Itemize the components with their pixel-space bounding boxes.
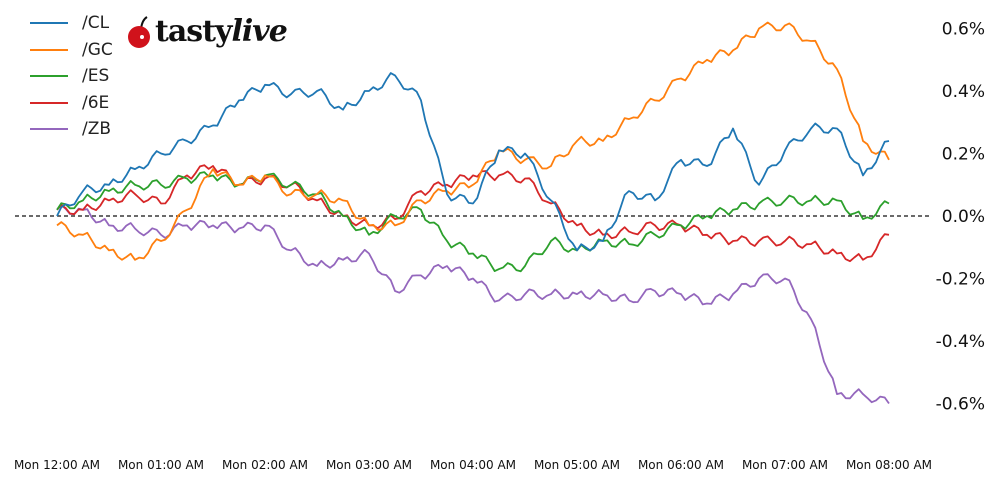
- legend-label: /ES: [82, 66, 110, 87]
- x-tick-label: Mon 08:00 AM: [846, 458, 932, 472]
- series-line-es: [56, 171, 890, 273]
- x-tick-label: Mon 01:00 AM: [118, 458, 204, 472]
- series-line-zb: [56, 203, 890, 405]
- legend-item: /6E: [30, 90, 113, 117]
- legend-item: /GC: [30, 37, 113, 64]
- y-tick-label: 0.4%: [942, 82, 985, 102]
- y-tick-label: -0.4%: [936, 332, 985, 352]
- x-tick-label: Mon 05:00 AM: [534, 458, 620, 472]
- x-tick-label: Mon 03:00 AM: [326, 458, 412, 472]
- y-tick-label: -0.2%: [936, 270, 985, 290]
- legend-swatch: [30, 48, 68, 51]
- series-line-6e: [56, 164, 890, 263]
- x-tick-label: Mon 02:00 AM: [222, 458, 308, 472]
- series-line-cl: [56, 72, 890, 252]
- tastylive-logo: tastylive: [125, 14, 288, 49]
- legend: /CL/GC/ES/6E/ZB: [30, 10, 113, 143]
- y-tick-label: 0.2%: [942, 145, 985, 165]
- x-tick-label: Mon 12:00 AM: [14, 458, 100, 472]
- legend-label: /ZB: [82, 119, 112, 140]
- legend-item: /ES: [30, 63, 113, 90]
- legend-item: /CL: [30, 10, 113, 37]
- logo-text: tastylive: [155, 14, 288, 49]
- x-tick-label: Mon 07:00 AM: [742, 458, 828, 472]
- legend-label: /GC: [82, 39, 113, 60]
- y-tick-label: -0.6%: [936, 395, 985, 415]
- legend-label: /CL: [82, 13, 110, 34]
- legend-item: /ZB: [30, 116, 113, 143]
- series-line-gc: [56, 21, 890, 261]
- legend-label: /6E: [82, 92, 110, 113]
- y-tick-label: 0.0%: [942, 207, 985, 227]
- x-tick-label: Mon 06:00 AM: [638, 458, 724, 472]
- legend-swatch: [30, 101, 68, 104]
- legend-swatch: [30, 22, 68, 25]
- y-tick-label: 0.6%: [942, 20, 985, 40]
- cherry-icon: [128, 15, 150, 48]
- legend-swatch: [30, 75, 68, 78]
- legend-swatch: [30, 128, 68, 131]
- x-tick-label: Mon 04:00 AM: [430, 458, 516, 472]
